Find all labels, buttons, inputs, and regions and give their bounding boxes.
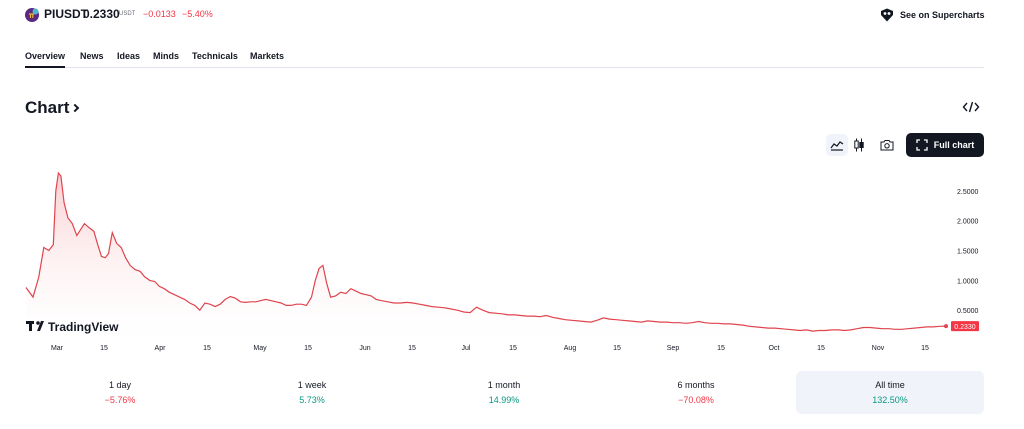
- x-tick-label: Aug: [564, 345, 577, 352]
- tab-markets[interactable]: Markets: [250, 51, 285, 61]
- y-tick-label: 0.5000: [957, 308, 979, 315]
- see-on-supercharts-link[interactable]: See on Supercharts: [880, 7, 985, 23]
- x-tick-label: 15: [817, 345, 825, 352]
- x-tick-label: Oct: [769, 345, 780, 352]
- x-tick-label: 15: [203, 345, 211, 352]
- y-axis: 2.5000 2.0000 1.5000 1.0000 0.5000: [957, 189, 979, 315]
- y-tick-label: 2.5000: [957, 189, 979, 196]
- last-price-label-bg: [951, 321, 979, 332]
- performance-ranges: 1 day −5.76% 1 week 5.73% 1 month 14.99%…: [25, 371, 984, 414]
- range-1-week[interactable]: 1 week 5.73%: [217, 371, 407, 414]
- tab-technicals[interactable]: Technicals: [192, 51, 238, 61]
- x-tick-label: 15: [100, 345, 108, 352]
- symbol-name: PIUSDT: [44, 7, 89, 21]
- x-axis: Mar 15 Apr 15 May 15 Jun 15 Jul 15 Aug 15 Sep 15 Oct 15…: [51, 345, 929, 352]
- code-icon[interactable]: [962, 100, 980, 114]
- last-price: 0.2330: [83, 7, 120, 21]
- area-chart-icon: [830, 141, 844, 151]
- price-currency: USDT: [119, 11, 136, 17]
- tradingview-watermark: TradingView: [26, 320, 119, 334]
- full-chart-button[interactable]: Full chart: [906, 133, 984, 157]
- y-tick-label: 2.0000: [957, 219, 979, 226]
- x-tick-label: Jul: [462, 345, 471, 352]
- range-label: 1 day: [108, 380, 132, 390]
- range-value: −5.76%: [104, 395, 136, 405]
- area-style-button[interactable]: [826, 134, 848, 156]
- range-1-day[interactable]: 1 day −5.76%: [25, 371, 215, 414]
- range-label: 1 week: [297, 380, 327, 390]
- chevron-right-icon: [71, 103, 80, 113]
- x-tick-label: Mar: [51, 345, 64, 352]
- last-price-dot: [944, 324, 948, 329]
- x-tick-label: 15: [509, 345, 517, 352]
- tab-overview[interactable]: Overview: [25, 51, 66, 68]
- price-change-percent: −5.40%: [182, 9, 213, 19]
- chart-title-label: Chart: [25, 98, 70, 117]
- x-tick-label: Jun: [359, 345, 370, 352]
- range-all-time[interactable]: All time 132.50%: [796, 371, 984, 414]
- fullscreen-icon: [916, 139, 928, 151]
- range-value: 132.50%: [872, 395, 908, 405]
- range-1-month[interactable]: 1 month 14.99%: [409, 371, 599, 414]
- range-value: 14.99%: [488, 395, 520, 405]
- full-chart-label: Full chart: [933, 140, 975, 150]
- range-label: 6 months: [677, 380, 715, 390]
- price-chart[interactable]: 2.5000 2.0000 1.5000 1.0000 0.5000 Mar 15 Apr 1…: [0, 160, 1024, 356]
- tradingview-logo-icon: [26, 321, 44, 331]
- range-value: 5.73%: [299, 395, 325, 405]
- tab-minds[interactable]: Minds: [153, 51, 179, 61]
- supercharts-label: See on Supercharts: [900, 10, 985, 20]
- x-tick-label: Nov: [872, 345, 885, 352]
- camera-icon: [880, 140, 894, 151]
- range-label: All time: [875, 380, 905, 390]
- range-6-months[interactable]: 6 months −70.08%: [601, 371, 791, 414]
- range-value: −70.08%: [678, 395, 714, 405]
- last-price-label: 0.2330: [954, 324, 976, 331]
- tradingview-wordmark: TradingView: [48, 320, 119, 334]
- candles-style-button[interactable]: [849, 134, 869, 156]
- x-tick-label: 15: [921, 345, 929, 352]
- candles-icon: [854, 138, 864, 152]
- chart-section-title[interactable]: Chart: [25, 98, 80, 118]
- tab-news[interactable]: News: [80, 51, 104, 61]
- last-price-marker: 0.2330: [944, 321, 979, 332]
- x-tick-label: 15: [717, 345, 725, 352]
- supercharts-icon: [881, 8, 893, 22]
- y-tick-label: 1.0000: [957, 278, 979, 285]
- symbol-header: PIUSDT 0.2330 USDT −0.0133 −5.40% See on…: [0, 0, 1024, 32]
- tab-ideas[interactable]: Ideas: [117, 51, 141, 61]
- price-change: −0.0133: [143, 9, 176, 19]
- snapshot-button[interactable]: [876, 134, 898, 156]
- x-tick-label: 15: [613, 345, 621, 352]
- x-tick-label: 15: [304, 345, 312, 352]
- x-tick-label: May: [253, 345, 267, 352]
- pi-coin-icon: [25, 8, 39, 22]
- x-tick-label: Apr: [155, 345, 167, 352]
- x-tick-label: 15: [408, 345, 416, 352]
- price-area-fill: [26, 173, 946, 340]
- section-tabs: Overview News Ideas Minds Technicals Mar…: [25, 51, 984, 68]
- y-tick-label: 1.5000: [957, 249, 979, 256]
- price-line: [25, 171, 947, 332]
- x-tick-label: Sep: [667, 345, 680, 352]
- range-label: 1 month: [487, 380, 521, 390]
